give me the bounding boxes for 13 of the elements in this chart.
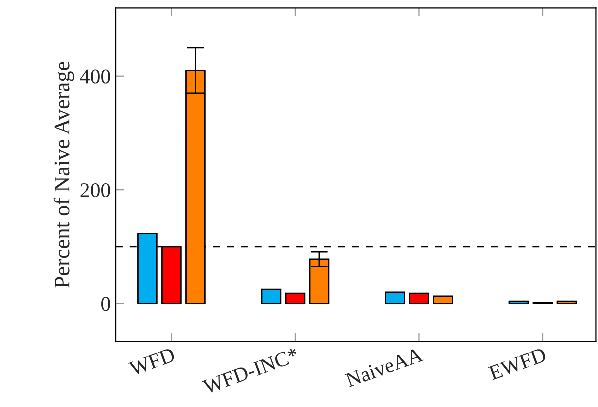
- bar: [285, 292, 306, 304]
- x-tick-label: EWFD: [488, 348, 548, 381]
- bar: [385, 292, 406, 304]
- bar: [508, 300, 530, 304]
- y-tick-label: 0: [102, 297, 110, 312]
- y-tick-label: 200: [80, 183, 110, 198]
- y-tick-label: 400: [80, 70, 110, 84]
- x-tick-label: WFD: [128, 348, 176, 376]
- bar: [409, 292, 430, 304]
- bar: [433, 296, 454, 304]
- y-axis-title: Percent of Naive Average: [54, 62, 74, 288]
- bar: [261, 288, 282, 304]
- bar: [556, 300, 578, 304]
